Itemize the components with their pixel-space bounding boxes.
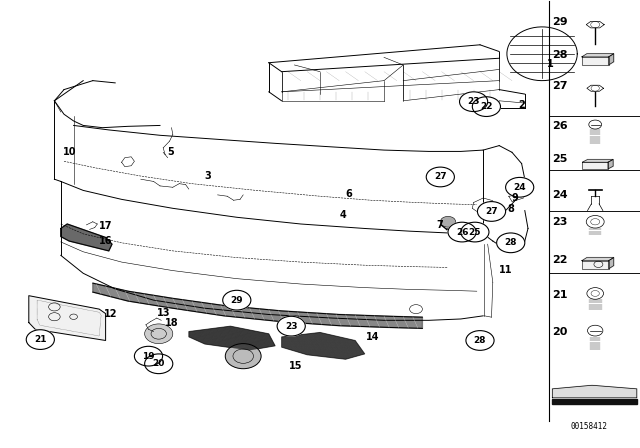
Text: 28: 28 [504, 238, 517, 247]
Circle shape [460, 92, 488, 112]
Circle shape [26, 330, 54, 349]
Text: 22: 22 [480, 102, 493, 111]
Text: 25: 25 [468, 228, 481, 237]
Circle shape [426, 167, 454, 187]
Circle shape [448, 222, 476, 242]
PathPatch shape [189, 326, 275, 350]
Polygon shape [582, 57, 609, 65]
Circle shape [587, 288, 604, 299]
Text: 20: 20 [152, 359, 165, 368]
Circle shape [461, 222, 489, 242]
Text: 26: 26 [456, 228, 468, 237]
Text: 14: 14 [366, 332, 380, 342]
Text: 3: 3 [205, 171, 212, 181]
Polygon shape [582, 258, 614, 261]
Text: 00158412: 00158412 [570, 422, 607, 431]
Text: 10: 10 [63, 147, 76, 157]
Text: 26: 26 [552, 121, 567, 131]
Polygon shape [552, 385, 637, 398]
Polygon shape [582, 159, 613, 162]
Circle shape [588, 325, 603, 336]
Circle shape [223, 290, 251, 310]
Text: 19: 19 [142, 352, 155, 361]
Text: 12: 12 [104, 310, 117, 319]
Circle shape [586, 215, 604, 228]
Text: 5: 5 [168, 147, 175, 157]
Text: 7: 7 [436, 220, 444, 230]
Text: 28: 28 [474, 336, 486, 345]
Polygon shape [609, 258, 614, 269]
Text: 8: 8 [508, 204, 515, 214]
Polygon shape [608, 159, 613, 169]
Text: 1: 1 [547, 59, 554, 69]
Text: 27: 27 [434, 172, 447, 181]
Text: 24: 24 [552, 190, 567, 200]
Circle shape [589, 120, 602, 129]
Circle shape [477, 202, 506, 221]
Text: 22: 22 [552, 255, 567, 265]
Polygon shape [93, 283, 422, 328]
Polygon shape [586, 22, 604, 28]
Text: 6: 6 [346, 189, 353, 198]
Text: 4: 4 [339, 210, 346, 220]
Text: 24: 24 [513, 183, 526, 192]
Circle shape [466, 331, 494, 350]
Text: 9: 9 [512, 193, 519, 203]
Polygon shape [582, 162, 608, 169]
Text: 25: 25 [552, 154, 567, 164]
Text: 18: 18 [165, 318, 179, 327]
Circle shape [225, 344, 261, 369]
Circle shape [145, 324, 173, 344]
Polygon shape [582, 261, 609, 269]
Circle shape [440, 216, 456, 227]
PathPatch shape [282, 332, 365, 359]
Text: 28: 28 [552, 50, 567, 60]
Polygon shape [61, 224, 112, 251]
Text: 13: 13 [157, 308, 170, 318]
Text: 15: 15 [289, 362, 303, 371]
Text: 29: 29 [230, 296, 243, 305]
Text: 27: 27 [485, 207, 498, 216]
Text: 21: 21 [552, 290, 567, 300]
Polygon shape [587, 85, 604, 91]
Polygon shape [552, 399, 637, 404]
Circle shape [506, 177, 534, 197]
Text: 23: 23 [467, 97, 480, 106]
Text: 23: 23 [285, 322, 298, 331]
Circle shape [277, 316, 305, 336]
Text: 16: 16 [99, 236, 113, 246]
Circle shape [134, 346, 163, 366]
Text: 20: 20 [552, 327, 567, 336]
Text: 21: 21 [34, 335, 47, 344]
Text: 2: 2 [518, 100, 525, 110]
Text: 29: 29 [552, 17, 567, 27]
Polygon shape [609, 54, 614, 65]
Circle shape [472, 97, 500, 116]
Circle shape [145, 354, 173, 374]
Text: 11: 11 [499, 265, 513, 275]
Polygon shape [29, 296, 106, 340]
Text: 23: 23 [552, 217, 567, 227]
Polygon shape [582, 54, 614, 57]
Circle shape [497, 233, 525, 253]
Text: 17: 17 [99, 221, 113, 231]
Text: 27: 27 [552, 81, 567, 91]
